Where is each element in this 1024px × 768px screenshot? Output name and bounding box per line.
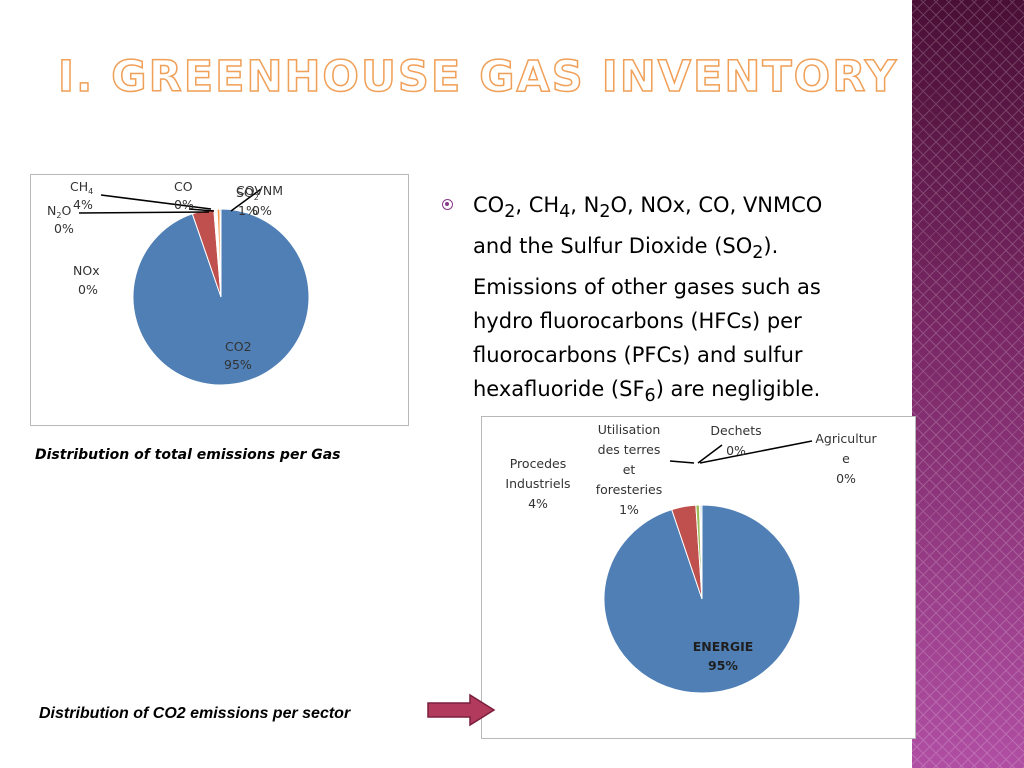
bullet-line-1: CO2, CH4, N2O, NOx, CO, VNMCO bbox=[473, 193, 823, 223]
bullet-paragraph: CO2, CH4, N2O, NOx, CO, VNMCO and the Su… bbox=[442, 188, 910, 414]
leader-line-utilisation bbox=[669, 460, 695, 464]
gas-leader-lines bbox=[78, 188, 262, 214]
label-covnm: COVNM bbox=[236, 183, 283, 198]
label-utilisation-3: et bbox=[623, 462, 636, 477]
label-so2-pct: 1% bbox=[238, 203, 258, 218]
arrow-right-icon bbox=[427, 693, 496, 727]
decorative-side-band bbox=[912, 0, 1024, 768]
bullet-line-5: fluorocarbons (PFCs) and sulfur bbox=[473, 343, 803, 368]
gas-pie-chart: CH4 4% CO 0% COVNM 0% SO2 1% N2O 0% NOx … bbox=[47, 179, 310, 386]
bullet-line-4: hydro fluorocarbons (HFCs) per bbox=[473, 309, 802, 334]
label-nox: NOx bbox=[73, 263, 100, 278]
label-dechets-pct: 0% bbox=[726, 443, 746, 458]
label-ch4-pct: 4% bbox=[73, 197, 93, 212]
pie-slice-covnm bbox=[219, 208, 222, 298]
label-co2: CO2 bbox=[225, 339, 252, 354]
label-dechets: Dechets bbox=[710, 423, 761, 438]
bullet-circle-icon bbox=[442, 199, 453, 210]
label-co2-pct: 95% bbox=[224, 357, 252, 372]
label-so2: SO2 bbox=[236, 185, 259, 202]
leader-line-ch4 bbox=[100, 194, 212, 210]
sector-leader-lines bbox=[669, 440, 813, 464]
label-co: CO bbox=[174, 179, 193, 194]
gas-pie-slices bbox=[132, 208, 310, 386]
leader-line-n2o bbox=[78, 211, 210, 214]
label-n2o: N2O bbox=[47, 203, 71, 220]
label-utilisation-4: foresteries bbox=[596, 482, 663, 497]
side-band-pattern bbox=[912, 0, 1024, 768]
label-energie-pct: 95% bbox=[708, 658, 738, 673]
bullet-line-2: and the Sulfur Dioxide (SO2). bbox=[473, 234, 779, 264]
sector-chart-caption: Distribution of CO2 emissions per sector bbox=[39, 705, 351, 722]
bullet-line-6: hexafluoride (SF6) are negligible. bbox=[473, 377, 821, 407]
leader-line-agriculture bbox=[699, 440, 813, 464]
leader-line-covnm bbox=[230, 188, 262, 212]
label-nox-pct: 0% bbox=[78, 282, 98, 297]
sector-chart-panel: Utilisation des terres et foresteries 1%… bbox=[481, 416, 916, 739]
label-co-pct: 0% bbox=[174, 197, 194, 212]
label-agriculture-1: Agricultur bbox=[815, 431, 877, 446]
gas-chart-panel: CH4 4% CO 0% COVNM 0% SO2 1% N2O 0% NOx … bbox=[30, 174, 409, 426]
label-energie: ENERGIE bbox=[693, 639, 754, 654]
label-utilisation-pct: 1% bbox=[619, 502, 639, 517]
label-procedes-1: Procedes bbox=[510, 456, 567, 471]
label-utilisation-1: Utilisation bbox=[598, 422, 661, 437]
bullet-text: CO2, CH4, N2O, NOx, CO, VNMCO and the Su… bbox=[473, 188, 910, 414]
label-procedes-pct: 4% bbox=[528, 496, 548, 511]
gas-chart-caption: Distribution of total emissions per Gas bbox=[35, 447, 341, 463]
label-agriculture-2: e bbox=[842, 451, 850, 466]
label-covnm-pct: 0% bbox=[252, 203, 272, 218]
label-utilisation-2: des terres bbox=[598, 442, 661, 457]
leader-line-co bbox=[188, 208, 215, 212]
sector-pie-slices bbox=[603, 504, 801, 694]
bullet-line-3: Emissions of other gases such as bbox=[473, 275, 821, 300]
slide-title: I. GREENHOUSE GAS INVENTORY bbox=[57, 51, 899, 103]
label-ch4: CH4 bbox=[70, 179, 93, 196]
label-procedes-2: Industriels bbox=[505, 476, 570, 491]
leader-line-dechets bbox=[697, 444, 723, 464]
pie-slice-agriculture bbox=[700, 504, 703, 600]
label-n2o-pct: 0% bbox=[54, 221, 74, 236]
sector-pie-chart: Utilisation des terres et foresteries 1%… bbox=[505, 422, 878, 694]
label-agriculture-pct: 0% bbox=[836, 471, 856, 486]
